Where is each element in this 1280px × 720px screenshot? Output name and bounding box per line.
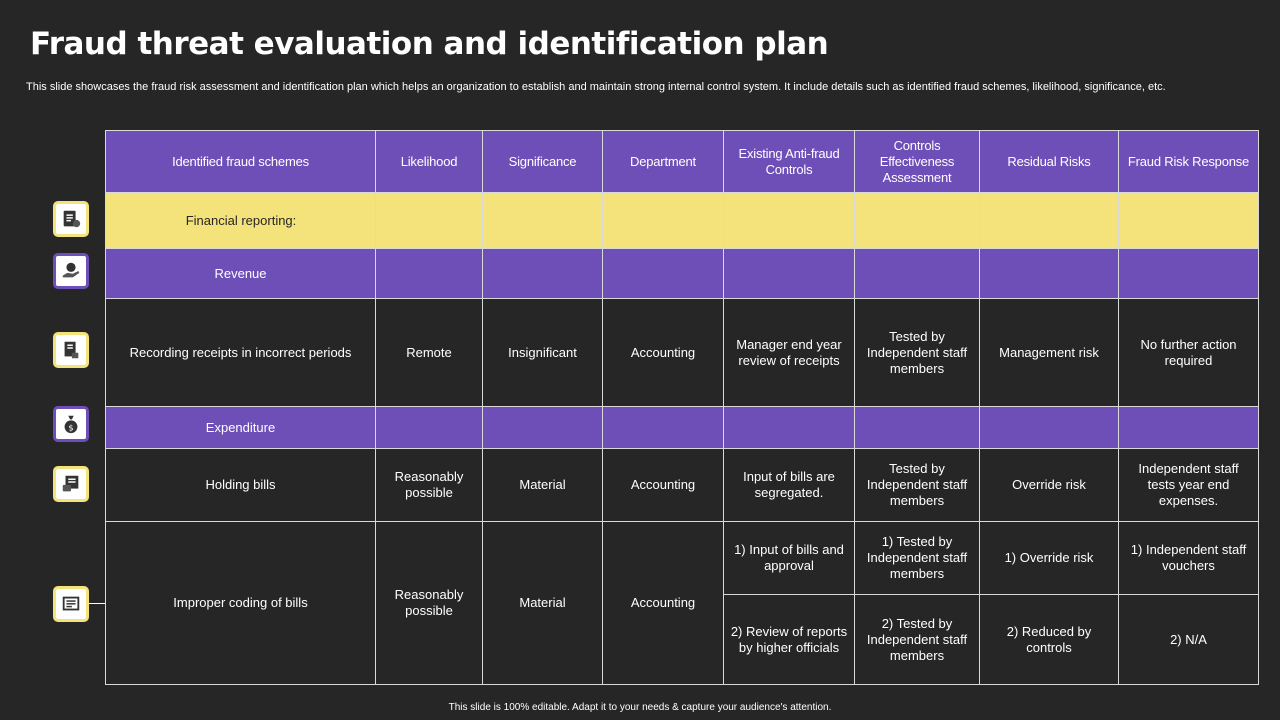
significance-cell: Material — [482, 448, 603, 522]
residual-cell: 1) Override risk — [979, 521, 1119, 595]
assessment-cell: Tested by Independent staff members — [854, 448, 980, 522]
table-row: 2) Review of reports by higher officials… — [106, 594, 1259, 685]
column-header: Likelihood — [375, 130, 483, 193]
assessment-cell: 1) Tested by Independent staff members — [854, 521, 980, 595]
controls-cell: 1) Input of bills and approval — [723, 521, 855, 595]
assessment-cell: Tested by Independent staff members — [854, 298, 980, 407]
significance-cell: Insignificant — [482, 298, 603, 407]
invoice-coding-icon — [53, 586, 89, 622]
section-label: Expenditure — [105, 406, 376, 449]
page-subtitle: This slide showcases the fraud risk asse… — [26, 81, 1166, 93]
section-row-revenue: Revenue — [105, 248, 1259, 299]
table-row: Improper coding of bills Reasonably poss… — [105, 521, 1259, 685]
footer-note: This slide is 100% editable. Adapt it to… — [448, 702, 832, 713]
scheme-cell: Improper coding of bills — [105, 521, 376, 685]
column-header: Existing Anti-fraud Controls — [723, 130, 855, 193]
report-document-icon — [53, 201, 89, 237]
department-cell: Accounting — [602, 448, 724, 522]
residual-cell: Management risk — [979, 298, 1119, 407]
department-cell: Accounting — [602, 298, 724, 407]
money-bag-icon: $ — [53, 406, 89, 442]
bill-payment-icon — [53, 466, 89, 502]
section-label: Revenue — [105, 248, 376, 299]
significance-cell: Material — [482, 521, 603, 685]
controls-cell: Manager end year review of receipts — [723, 298, 855, 407]
response-cell: Independent staff tests year end expense… — [1118, 448, 1259, 522]
svg-text:$: $ — [68, 422, 73, 432]
likelihood-cell: Remote — [375, 298, 483, 407]
controls-cell: Input of bills are segregated. — [723, 448, 855, 522]
residual-cell: Override risk — [979, 448, 1119, 522]
column-header: Department — [602, 130, 724, 193]
section-row-financial-reporting: Financial reporting: — [105, 192, 1259, 249]
likelihood-cell: Reasonably possible — [375, 521, 483, 685]
likelihood-cell: Reasonably possible — [375, 448, 483, 522]
column-header: Controls Effectiveness Assessment — [854, 130, 980, 193]
column-header: Significance — [482, 130, 603, 193]
fraud-plan-table: Identified fraud schemes Likelihood Sign… — [105, 130, 1259, 685]
section-row-expenditure: Expenditure — [105, 406, 1259, 449]
department-cell: Accounting — [602, 521, 724, 685]
table-row: Recording receipts in incorrect periods … — [105, 298, 1259, 407]
controls-cell: 2) Review of reports by higher officials — [723, 594, 855, 685]
receipt-icon — [53, 332, 89, 368]
hand-money-icon — [53, 253, 89, 289]
response-cell: 2) N/A — [1118, 594, 1259, 685]
section-label: Financial reporting: — [105, 192, 376, 249]
response-cell: 1) Independent staff vouchers — [1118, 521, 1259, 595]
page-title: Fraud threat evaluation and identificati… — [30, 26, 829, 62]
column-header: Residual Risks — [979, 130, 1119, 193]
table-header-row: Identified fraud schemes Likelihood Sign… — [105, 130, 1259, 193]
table-row: Holding bills Reasonably possible Materi… — [105, 448, 1259, 522]
scheme-cell: Holding bills — [105, 448, 376, 522]
assessment-cell: 2) Tested by Independent staff members — [854, 594, 980, 685]
column-header: Fraud Risk Response — [1118, 130, 1259, 193]
column-header: Identified fraud schemes — [105, 130, 376, 193]
scheme-cell: Recording receipts in incorrect periods — [105, 298, 376, 407]
residual-cell: 2) Reduced by controls — [979, 594, 1119, 685]
response-cell: No further action required — [1118, 298, 1259, 407]
